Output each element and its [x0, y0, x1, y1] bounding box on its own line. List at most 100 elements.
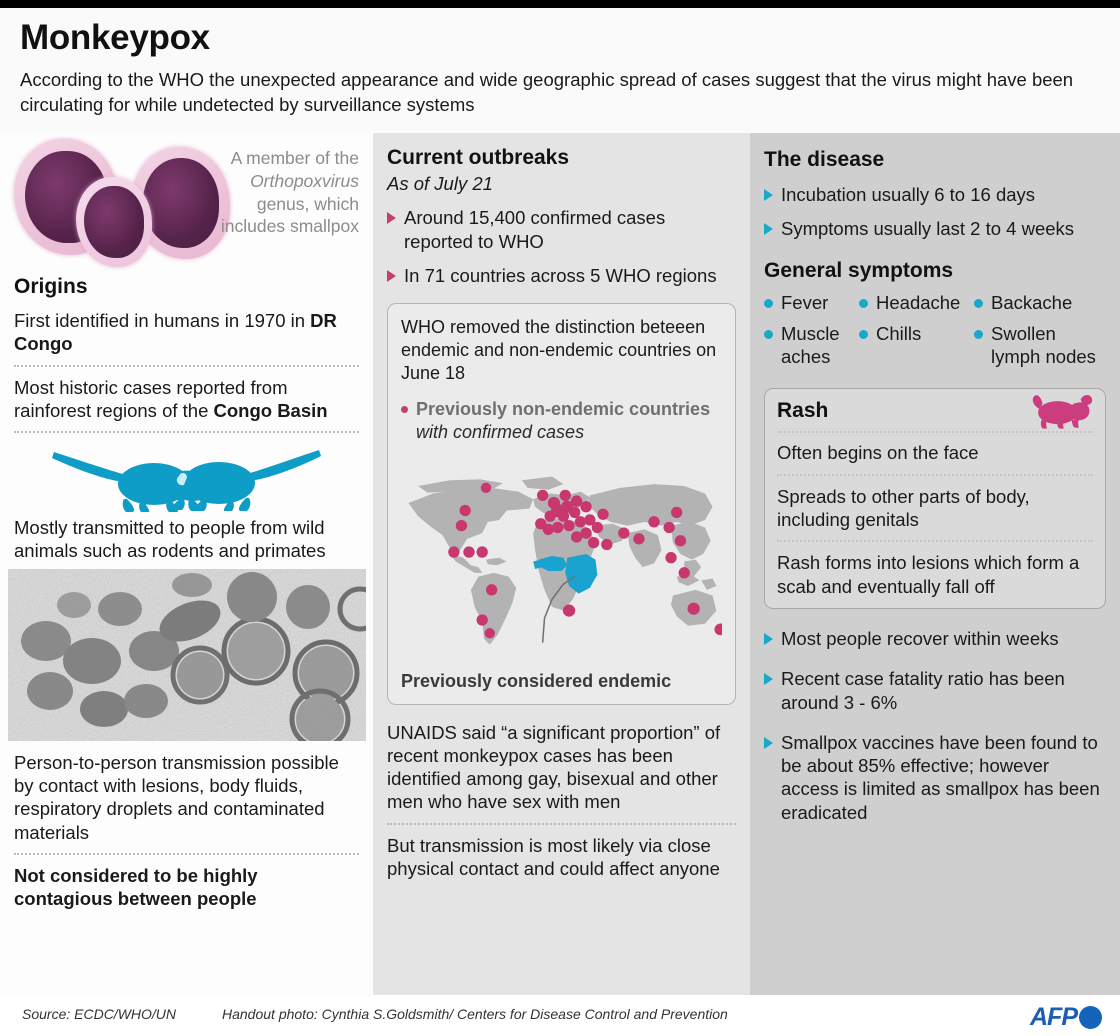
outbreak-bullet: Around 15,400 confirmed cases reported t…	[387, 206, 736, 253]
symptoms-grid: Fever Headache Backache Muscle aches Chi…	[764, 291, 1106, 369]
general-symptoms-heading: General symptoms	[764, 258, 954, 282]
transmission-animals-text: Mostly transmitted to people from wild a…	[14, 517, 326, 562]
triangle-bullet-icon	[764, 223, 773, 236]
case-dots	[448, 482, 726, 638]
divider	[14, 852, 359, 855]
triangle-bullet-icon	[764, 189, 773, 201]
symptom-item: Swollen lymph nodes	[974, 322, 1106, 369]
triangle-bullet-icon	[764, 673, 773, 686]
dot-bullet-icon	[859, 329, 868, 339]
dot-bullet-icon	[764, 329, 773, 339]
footer: Source: ECDC/WHO/UN Handout photo: Cynth…	[0, 995, 1120, 1036]
outbreak-bullet-text: In 71 countries across 5 WHO regions	[404, 264, 717, 286]
who-endemic-box: WHO removed the distinction beteeen ende…	[387, 303, 736, 705]
disease-bullet: Incubation usually 6 to 16 days	[764, 183, 1106, 206]
symptom-label: Chills	[876, 322, 922, 344]
map-legend-entry: Previously non-endemic countries with co…	[401, 398, 722, 443]
legend-italic-text: with confirmed cases	[416, 421, 585, 442]
unaids-statement: UNAIDS said “a significant proportion” o…	[387, 721, 721, 813]
symptom-item: Muscle aches	[764, 322, 859, 369]
dot-bullet-icon	[974, 329, 983, 339]
divider	[14, 431, 359, 434]
transmission-person-text: Person-to-person transmission possible b…	[14, 751, 339, 843]
outbreak-bullet: In 71 countries across 5 WHO regions	[387, 264, 736, 287]
symptom-label: Swollen lymph nodes	[991, 322, 1096, 368]
not-contagious-text: Not considered to be highly contagious b…	[14, 864, 258, 910]
symptom-item: Fever	[764, 291, 859, 314]
genus-note-line3: includes smallpox	[220, 216, 359, 237]
rash-item: Spreads to other parts of body, includin…	[777, 485, 1030, 531]
virus-particles-illustration	[8, 135, 230, 267]
genus-note: A member of the Orthopoxvirus genus, whi…	[199, 147, 359, 238]
photo-credit-text: Handout photo: Cynthia S.Goldsmith/ Cent…	[222, 1006, 728, 1022]
map-leader-line	[541, 575, 576, 643]
rash-item: Often begins on the face	[777, 442, 979, 464]
middle-column: Current outbreaks As of July 21 Around 1…	[373, 133, 750, 995]
symptom-item: Backache	[974, 291, 1106, 314]
divider	[14, 364, 359, 367]
genus-note-line1: A member of the	[230, 148, 359, 168]
outbreak-bullet-text: Around 15,400 confirmed cases reported t…	[404, 207, 666, 252]
dot-bullet-icon	[764, 298, 773, 308]
transmission-note: But transmission is most likely via clos…	[387, 834, 720, 880]
mouse-icon	[1032, 395, 1093, 430]
triangle-bullet-icon	[764, 632, 773, 645]
electron-micrograph-photo	[8, 568, 366, 741]
origins-fact-2-text: Most historic cases reported from rainfo…	[14, 376, 288, 421]
triangle-bullet-icon	[387, 269, 396, 282]
genus-name: Orthopoxvirus	[250, 170, 359, 191]
header: Monkeypox According to the WHO the unexp…	[0, 8, 1120, 133]
right-column: The disease Incubation usually 6 to 16 d…	[750, 133, 1120, 995]
symptom-label: Muscle aches	[781, 322, 840, 368]
dot-bullet-icon	[974, 298, 983, 308]
outcome-bullet-text: Smallpox vaccines have been found to be …	[781, 731, 1100, 823]
outcome-bullet: Most people recover within weeks	[764, 627, 1106, 650]
symptom-label: Headache	[876, 291, 961, 313]
disease-bullet-text: Symptoms usually last 2 to 4 weeks	[781, 218, 1075, 240]
outcome-bullet-text: Recent case fatality ratio has been arou…	[781, 668, 1065, 713]
rash-heading: Rash	[777, 399, 829, 423]
origins-heading: Origins	[14, 275, 88, 298]
afp-logo: AFP	[1030, 1003, 1102, 1032]
dot-bullet-icon	[401, 406, 408, 414]
legend-bold-text: Previously non-endemic countries	[416, 399, 711, 420]
outcome-bullet: Recent case fatality ratio has been arou…	[764, 667, 1106, 714]
rash-item: Rash forms into lesions which form a sca…	[777, 552, 1080, 597]
origins-fact-1-text: First identified in humans in 1970 in	[14, 310, 311, 331]
divider	[387, 822, 736, 825]
origins-fact-1: First identified in humans in 1970 in DR…	[14, 309, 359, 356]
origins-fact-1-emph: DR Congo	[14, 310, 337, 355]
page-title: Monkeypox	[20, 18, 210, 57]
afp-logo-text: AFP	[1030, 1003, 1078, 1031]
symptom-item: Headache	[859, 291, 974, 314]
rash-box: Rash Often begins on	[764, 388, 1106, 609]
triangle-bullet-icon	[764, 736, 773, 749]
as-of-date: As of July 21	[387, 173, 493, 194]
outcome-bullet-text: Most people recover within weeks	[781, 627, 1059, 649]
triangle-bullet-icon	[387, 212, 396, 225]
afp-logo-circle	[1079, 1006, 1102, 1029]
disease-bullet-text: Incubation usually 6 to 16 days	[781, 184, 1036, 205]
source-text: Source: ECDC/WHO/UN	[22, 1006, 177, 1022]
world-map	[401, 454, 728, 669]
symptom-label: Backache	[991, 291, 1073, 313]
genus-note-line2: genus, which	[256, 193, 359, 214]
rodent-illustration	[14, 442, 359, 514]
origins-fact-2-emph: Congo Basin	[213, 399, 328, 421]
origins-fact-2: Most historic cases reported from rainfo…	[14, 376, 359, 423]
symptom-item: Chills	[859, 322, 974, 369]
page-subtitle: According to the WHO the unexpected appe…	[20, 69, 1074, 116]
left-column: A member of the Orthopoxvirus genus, whi…	[0, 133, 373, 995]
dot-bullet-icon	[859, 298, 868, 308]
map-endemic-label: Previously considered endemic	[401, 670, 672, 691]
current-outbreaks-heading: Current outbreaks	[387, 146, 570, 169]
who-box-text: WHO removed the distinction beteeen ende…	[401, 317, 717, 383]
top-black-bar	[0, 0, 1120, 8]
outcome-bullet: Smallpox vaccines have been found to be …	[764, 731, 1106, 824]
endemic-countries-highlight	[533, 553, 598, 594]
symptom-label: Fever	[781, 291, 829, 313]
the-disease-heading: The disease	[764, 148, 885, 171]
disease-bullet: Symptoms usually last 2 to 4 weeks	[764, 217, 1106, 240]
divider	[777, 431, 1093, 434]
